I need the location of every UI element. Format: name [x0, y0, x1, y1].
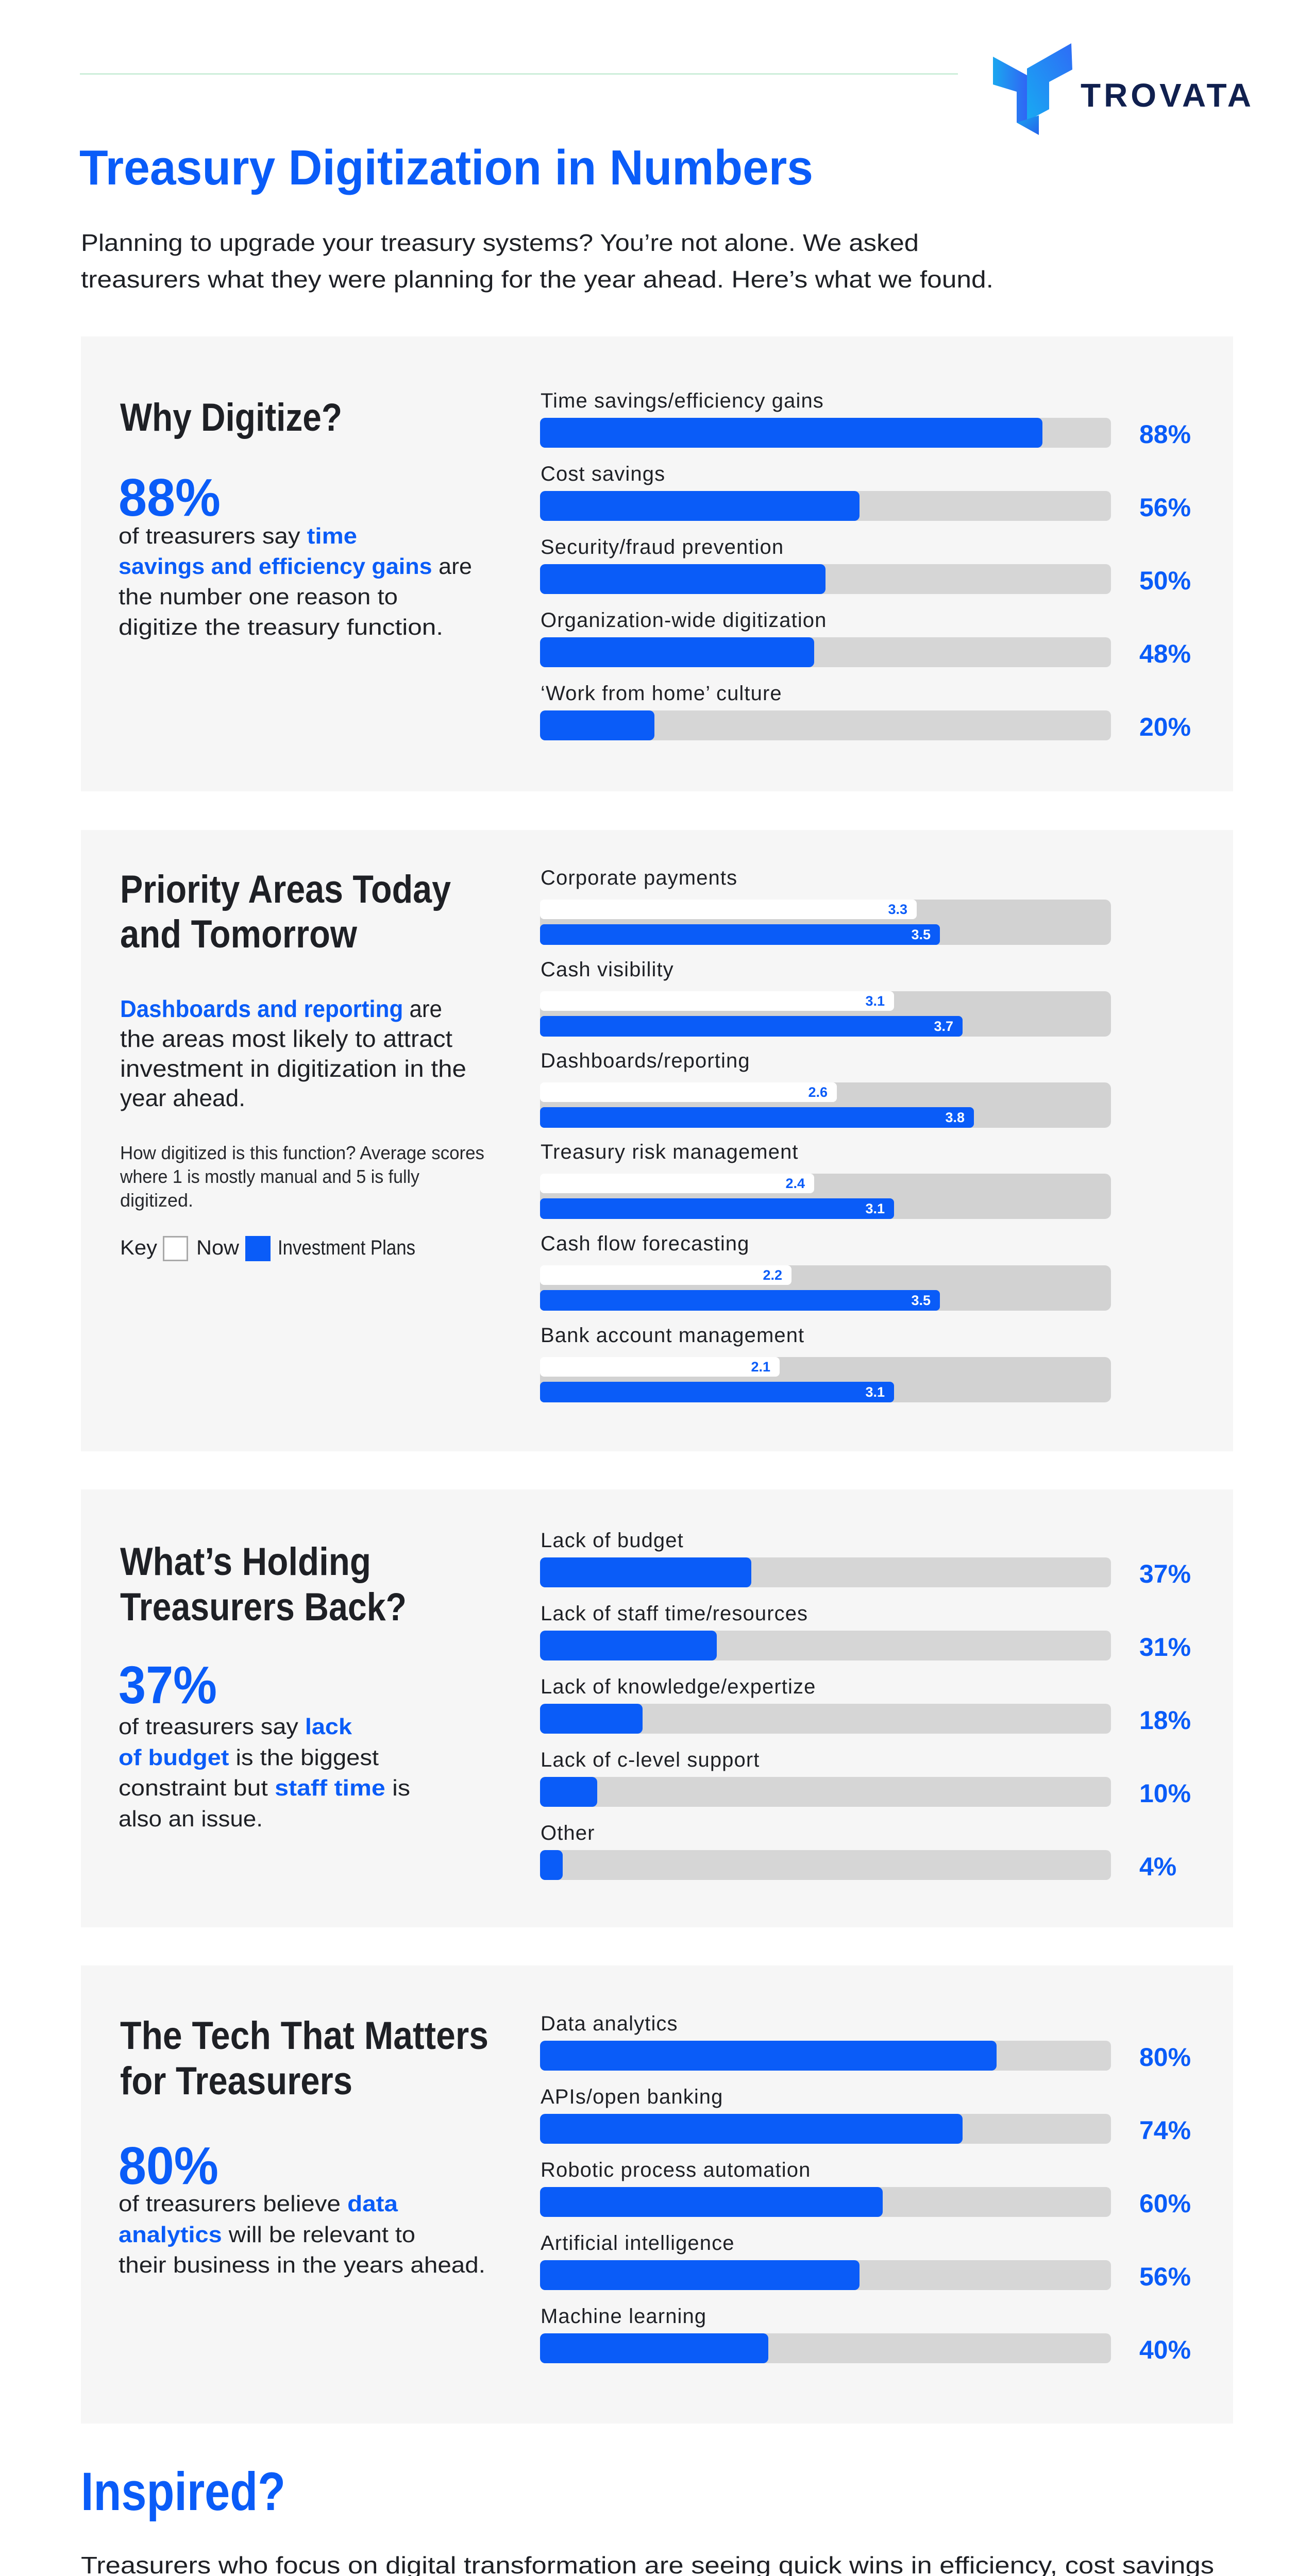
svg-text:savings and efficiency gains a: savings and efficiency gains are	[119, 554, 472, 579]
svg-text:the areas most likely to attra: the areas most likely to attract	[120, 1025, 452, 1052]
svg-text:digitize the treasury function: digitize the treasury function.	[119, 615, 443, 640]
svg-text:Treasurers Back?: Treasurers Back?	[120, 1585, 407, 1629]
svg-text:Investment Plans: Investment Plans	[278, 1236, 415, 1259]
svg-text:What’s Holding: What’s Holding	[120, 1540, 371, 1584]
svg-text:the number one reason to: the number one reason to	[119, 584, 398, 609]
svg-text:Planning to upgrade your treas: Planning to upgrade your treasury system…	[81, 229, 919, 256]
svg-text:of treasurers say lack: of treasurers say lack	[119, 1714, 352, 1739]
svg-text:digitized.: digitized.	[120, 1190, 193, 1211]
svg-text:analytics will be relevant to: analytics will be relevant to	[119, 2222, 415, 2247]
svg-text:of treasurers believe data: of treasurers believe data	[119, 2191, 398, 2216]
svg-text:Treasury Digitization in Numbe: Treasury Digitization in Numbers	[79, 140, 813, 195]
svg-text:Key: Key	[120, 1236, 157, 1259]
svg-text:Priority Areas Today: Priority Areas Today	[120, 868, 451, 911]
svg-text:year ahead.: year ahead.	[120, 1084, 245, 1111]
svg-text:Dashboards and reporting are: Dashboards and reporting are	[120, 995, 442, 1022]
svg-text:TROVATA: TROVATA	[1081, 77, 1254, 114]
svg-text:Inspired?: Inspired?	[81, 2462, 285, 2522]
svg-text:How digitized is this function: How digitized is this function? Average …	[120, 1142, 484, 1163]
svg-text:80%: 80%	[119, 2136, 218, 2195]
svg-text:their business in the years ah: their business in the years ahead.	[119, 2252, 485, 2278]
svg-text:37%: 37%	[119, 1655, 217, 1715]
svg-text:where 1 is mostly manual and 5: where 1 is mostly manual and 5 is fully	[120, 1166, 419, 1187]
svg-text:The Tech That Matters: The Tech That Matters	[120, 2014, 488, 2058]
svg-text:treasurers what they were plan: treasurers what they were planning for t…	[81, 266, 993, 293]
svg-text:Treasurers who focus on digita: Treasurers who focus on digital transfor…	[81, 2552, 1214, 2576]
svg-text:investment in digitization in: investment in digitization in the	[120, 1055, 466, 1082]
svg-text:and Tomorrow: and Tomorrow	[120, 912, 358, 956]
svg-text:also an issue.: also an issue.	[119, 1806, 263, 1832]
svg-text:for Treasurers: for Treasurers	[120, 2059, 352, 2103]
svg-text:Why Digitize?: Why Digitize?	[120, 396, 342, 439]
svg-text:of treasurers say time: of treasurers say time	[119, 523, 357, 549]
svg-text:of budget is the biggest: of budget is the biggest	[119, 1745, 379, 1770]
svg-text:Now: Now	[196, 1236, 239, 1259]
svg-text:88%: 88%	[119, 468, 221, 527]
svg-text:constraint but staff time is: constraint but staff time is	[119, 1775, 410, 1801]
